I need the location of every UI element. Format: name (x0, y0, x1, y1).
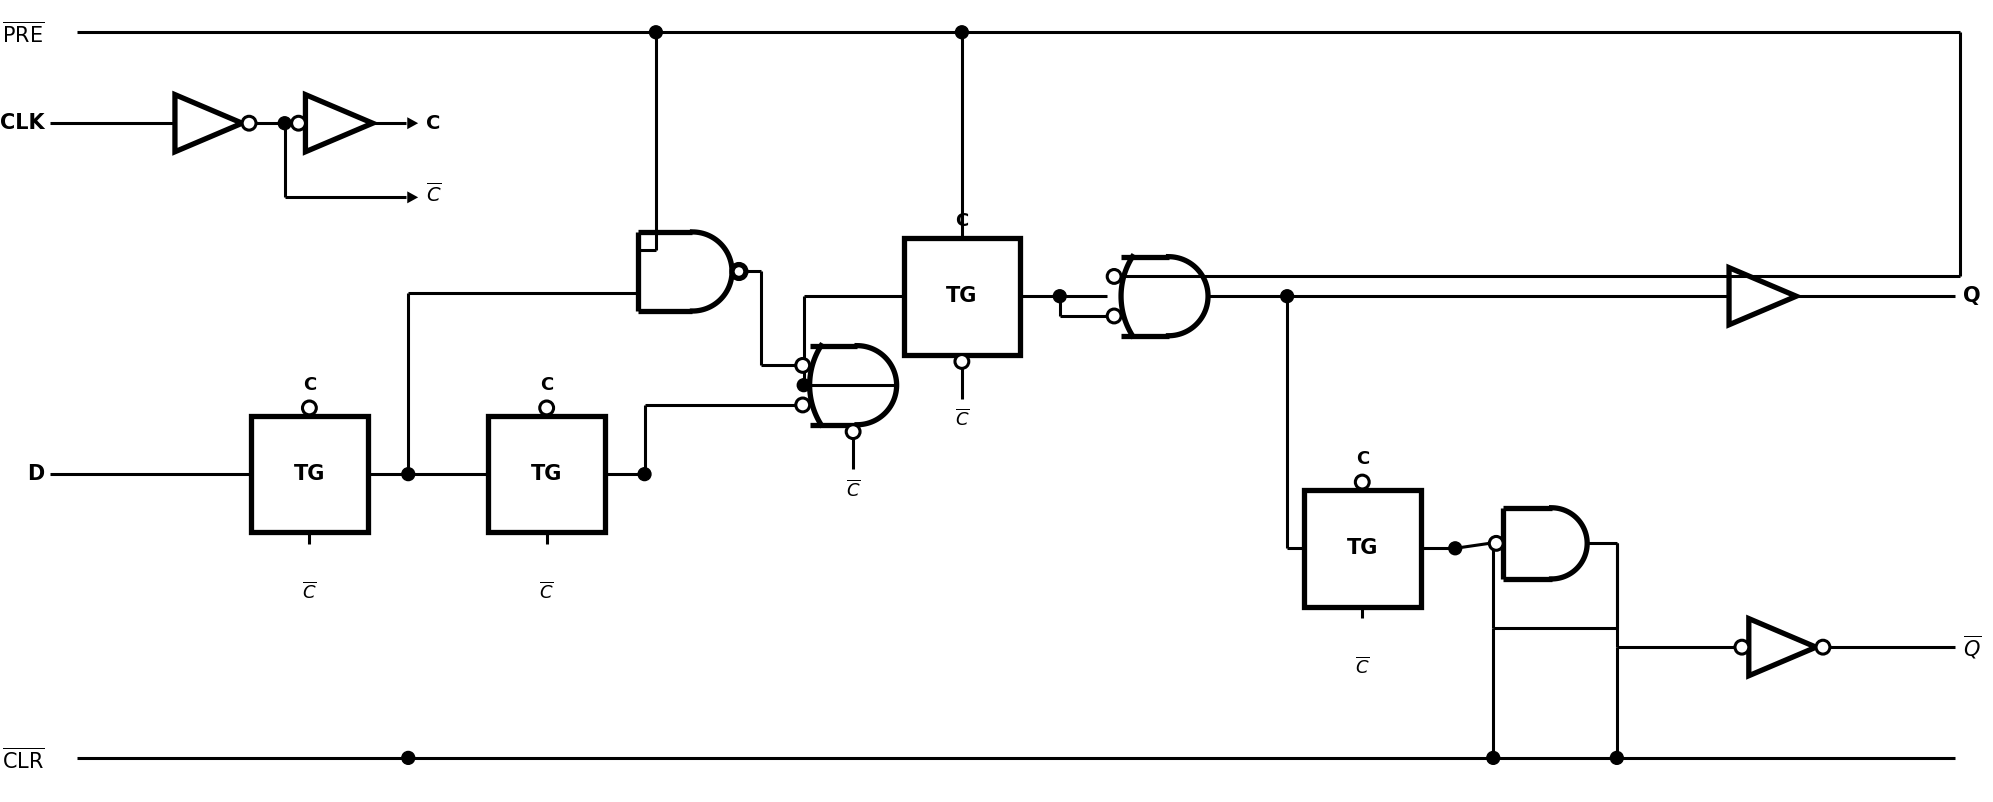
Circle shape (1736, 640, 1748, 654)
Text: C: C (303, 376, 317, 394)
Circle shape (731, 265, 745, 278)
Circle shape (1281, 290, 1293, 302)
Circle shape (303, 401, 317, 415)
Circle shape (795, 358, 809, 372)
Circle shape (1610, 751, 1622, 764)
Circle shape (955, 354, 969, 368)
Polygon shape (407, 117, 419, 129)
Circle shape (540, 401, 554, 415)
Text: TG: TG (947, 286, 979, 306)
Circle shape (797, 379, 809, 391)
Circle shape (1355, 475, 1369, 489)
Text: TG: TG (1347, 538, 1377, 558)
Text: TG: TG (293, 464, 325, 484)
Circle shape (1108, 309, 1120, 323)
Circle shape (1108, 269, 1120, 283)
Text: CLK: CLK (0, 113, 44, 133)
Text: $\overline{\rm CLR}$: $\overline{\rm CLR}$ (2, 747, 44, 772)
Circle shape (1487, 751, 1499, 764)
Bar (488, 415, 606, 533)
Polygon shape (407, 192, 419, 204)
Circle shape (1449, 542, 1461, 555)
Bar (251, 415, 369, 533)
Text: C: C (955, 212, 969, 230)
Text: $\overline{C}$: $\overline{C}$ (845, 479, 861, 500)
Text: $\overline{C}$: $\overline{C}$ (955, 409, 969, 430)
Text: Q: Q (1963, 286, 1981, 306)
Text: $\overline{Q}$: $\overline{Q}$ (1963, 634, 1981, 661)
Text: $\overline{\rm PRE}$: $\overline{\rm PRE}$ (2, 22, 44, 47)
Circle shape (847, 425, 861, 439)
Text: D: D (28, 464, 44, 484)
Bar (1303, 490, 1421, 606)
Text: TG: TG (530, 464, 562, 484)
Circle shape (279, 117, 291, 130)
Circle shape (1054, 290, 1066, 302)
Circle shape (291, 116, 305, 130)
Text: $\overline{C}$: $\overline{C}$ (1355, 656, 1369, 677)
Text: $\overline{C}$: $\overline{C}$ (303, 582, 317, 603)
Circle shape (650, 26, 662, 38)
Circle shape (243, 116, 255, 130)
Circle shape (1816, 640, 1830, 654)
Text: $\overline{C}$: $\overline{C}$ (427, 181, 442, 205)
Text: C: C (427, 114, 440, 132)
Text: C: C (540, 376, 554, 394)
Text: $\overline{C}$: $\overline{C}$ (540, 582, 554, 603)
Text: C: C (1355, 450, 1369, 468)
Circle shape (795, 398, 809, 412)
Circle shape (638, 468, 652, 480)
Bar (903, 238, 1020, 354)
Circle shape (955, 26, 969, 38)
Circle shape (403, 468, 415, 480)
Circle shape (1489, 537, 1503, 550)
Circle shape (403, 751, 415, 764)
